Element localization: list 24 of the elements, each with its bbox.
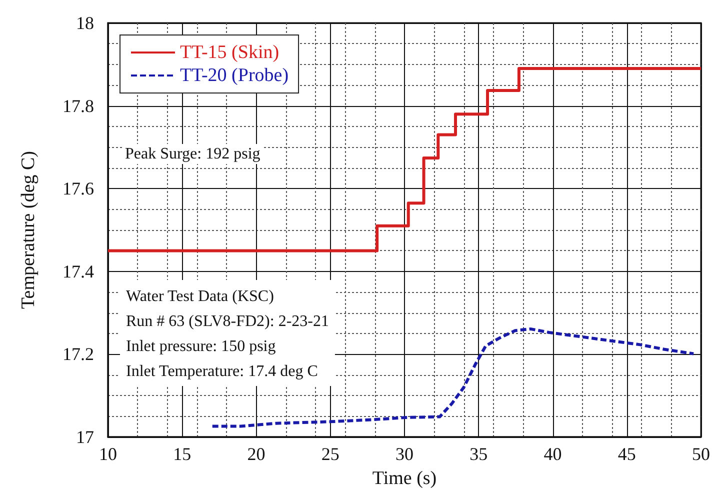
y-tick-label: 17.4 <box>62 261 94 282</box>
x-tick-label: 10 <box>99 444 117 464</box>
y-tick-label: 18 <box>76 13 94 33</box>
x-tick-label: 50 <box>692 444 710 464</box>
legend-label: TT-15 (Skin) <box>180 42 280 63</box>
x-tick-label: 30 <box>396 444 414 464</box>
y-axis-title: Temperature (deg C) <box>18 151 39 309</box>
y-tick-label: 17.8 <box>62 96 94 116</box>
y-tick-label: 17 <box>76 427 94 447</box>
x-tick-label: 45 <box>618 444 636 464</box>
x-tick-label: 20 <box>247 444 266 464</box>
x-tick-label: 25 <box>321 444 340 464</box>
annotation: Inlet Temperature: 17.4 deg C <box>126 363 318 380</box>
legend-label: TT-20 (Probe) <box>180 65 289 86</box>
annotation: Water Test Data (KSC) <box>126 288 274 305</box>
annotation: Run # 63 (SLV8-FD2): 2-23-21 <box>126 313 329 330</box>
x-tick-label: 15 <box>173 444 192 464</box>
x-tick-label: 35 <box>470 444 488 464</box>
annotation: Inlet pressure: 150 psig <box>126 338 276 355</box>
y-tick-label: 17.2 <box>62 344 94 364</box>
annotation: Peak Surge: 192 psig <box>125 146 260 162</box>
x-tick-label: 40 <box>544 444 562 464</box>
x-axis-title: Time (s) <box>372 468 437 489</box>
y-tick-label: 17.6 <box>62 178 94 199</box>
